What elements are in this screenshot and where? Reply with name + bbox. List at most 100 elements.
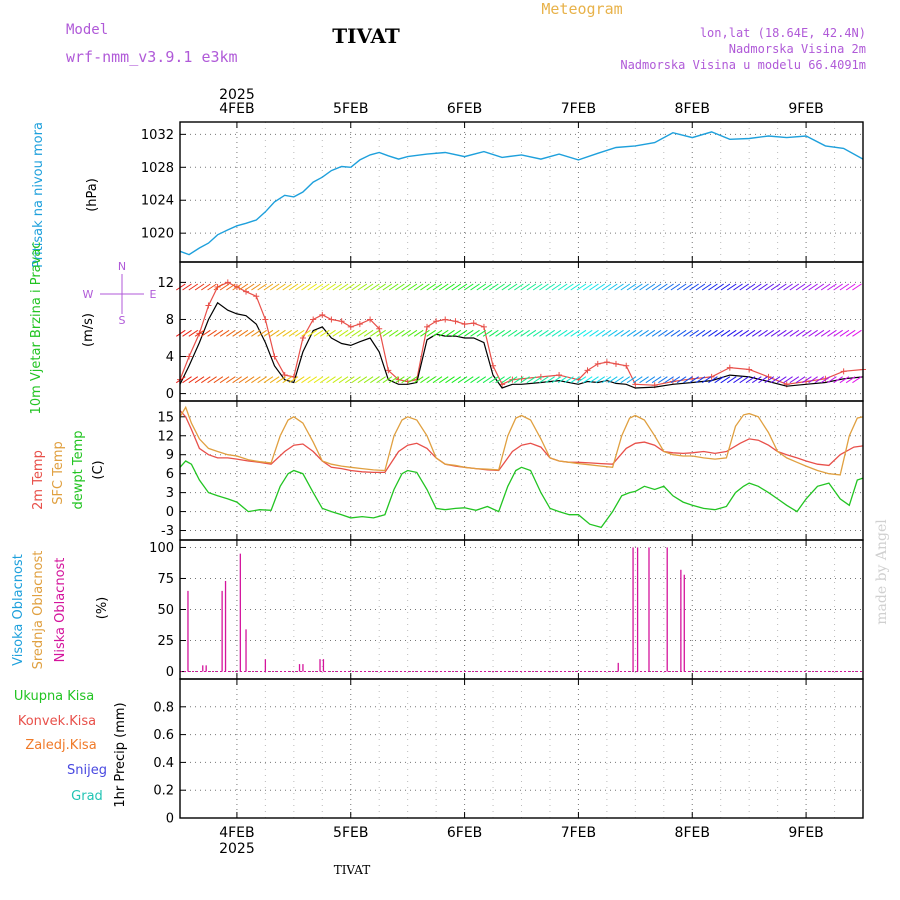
wind-barb — [839, 376, 850, 384]
wind-barb — [582, 283, 593, 291]
wind-barb — [288, 329, 299, 337]
wind-barb — [388, 376, 399, 384]
wind-barb — [683, 329, 693, 337]
wind-barb — [726, 283, 737, 291]
wind-barb — [576, 376, 587, 384]
wind-barb — [620, 376, 631, 384]
wind-barb — [633, 283, 643, 291]
bottom-date-label: 6FEB — [447, 825, 482, 841]
wind-barb — [319, 376, 330, 384]
wind-barb — [188, 283, 199, 291]
gust-marker — [584, 367, 591, 374]
top-date-label: 6FEB — [447, 101, 482, 117]
y-tick-label: 4 — [166, 350, 174, 365]
temp-ylabel: (C) — [91, 460, 106, 479]
wind-barb — [526, 283, 537, 291]
wind-barb — [175, 283, 186, 291]
gust-marker — [338, 318, 345, 325]
wind-barb — [476, 329, 487, 337]
wind-barb — [294, 376, 305, 384]
wind-barb — [445, 329, 455, 337]
wind-barb — [326, 329, 336, 337]
wind-barb — [601, 283, 612, 291]
wind-barb — [783, 329, 793, 337]
gust-marker — [623, 362, 630, 369]
wind-barb — [658, 329, 668, 337]
top-year-label: 2025 — [219, 87, 255, 103]
wind-barb — [733, 376, 743, 384]
wind-barb — [426, 376, 436, 384]
wind-barb — [808, 283, 818, 291]
temp2m-title: 2m Temp — [31, 450, 46, 510]
credit-label: made by Angel — [874, 519, 890, 625]
gust-marker — [442, 316, 449, 323]
wind-barb — [658, 376, 668, 384]
wind-barb — [639, 283, 649, 291]
wind-ylabel: (m/s) — [81, 313, 96, 347]
wind-barb — [820, 283, 831, 291]
wind-barb — [745, 283, 756, 291]
wind-barb — [501, 376, 512, 384]
wind-barb — [827, 376, 837, 384]
gust-marker — [603, 359, 610, 366]
wind-barb — [564, 376, 574, 384]
wind-barb — [457, 376, 468, 384]
wind-barb — [814, 376, 825, 384]
wind-barb — [395, 376, 405, 384]
wind-barb — [489, 329, 499, 337]
gust-marker — [490, 362, 497, 369]
wind-barb — [276, 376, 286, 384]
wind-barb — [607, 376, 618, 384]
wind-barb — [213, 329, 224, 337]
wind-barb — [708, 376, 718, 384]
gust-marker — [328, 316, 335, 323]
wind-barb — [438, 283, 449, 291]
wind-barb — [482, 329, 493, 337]
wind-barb — [770, 329, 781, 337]
wind-barb — [783, 376, 793, 384]
precip-total-title: Ukupna Kisa — [14, 689, 94, 704]
wind-barb — [420, 329, 430, 337]
gust-marker — [367, 316, 374, 323]
wind-barb — [539, 283, 549, 291]
y-tick-label: -3 — [161, 524, 174, 539]
wind-barb — [445, 376, 455, 384]
wind-barb — [789, 376, 800, 384]
wind-barb — [676, 283, 687, 291]
model-label: Model — [66, 22, 108, 38]
wind-barb — [758, 376, 768, 384]
wind-barb — [395, 329, 405, 337]
wind-barb — [201, 329, 211, 337]
wind-barb — [620, 283, 631, 291]
wind-barb — [420, 376, 430, 384]
wind-barb — [564, 283, 574, 291]
top-date-label: 4FEB — [219, 101, 254, 117]
wind-barb — [501, 329, 512, 337]
pressure-title: Pritisak na nivou mora — [31, 122, 46, 268]
wind-barb — [676, 329, 687, 337]
panel-1: 0 4 8 12 — [157, 261, 866, 402]
wind-barb — [282, 376, 292, 384]
precip-ylabel: 1hr Precip (mm) — [113, 702, 128, 807]
wind-barb — [589, 376, 599, 384]
dewpt-line — [179, 460, 864, 529]
wind-barb — [288, 283, 299, 291]
wind-barb — [182, 329, 192, 337]
gust-marker — [840, 368, 847, 375]
wind-barb — [514, 376, 524, 384]
wind-barb — [326, 376, 336, 384]
wind-barb — [545, 329, 555, 337]
wind-barb — [489, 283, 499, 291]
sfc-temp-line — [179, 405, 864, 476]
low-cloud-title: Niska Oblacnost — [53, 558, 68, 663]
pressure-line — [179, 131, 864, 256]
model-elevation-label: Nadmorska Visina u modelu 66.4091m — [620, 58, 866, 72]
wind-barb — [520, 283, 530, 291]
wind-barb — [751, 283, 762, 291]
wind-barb — [645, 376, 656, 384]
wind-barb — [827, 329, 837, 337]
wind-barb — [219, 283, 230, 291]
y-tick-label: 0.4 — [153, 756, 174, 771]
wind-barb — [282, 283, 292, 291]
